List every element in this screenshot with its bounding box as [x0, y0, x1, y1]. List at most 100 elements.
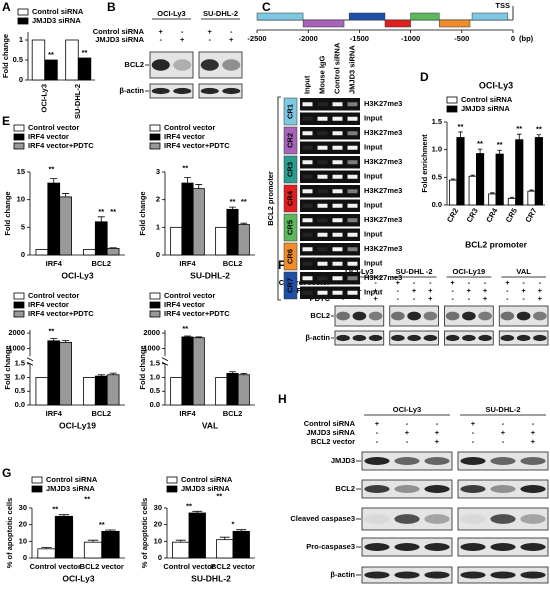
legend-swatch — [446, 105, 458, 113]
x-tick-label: BCL2 vector — [80, 562, 124, 571]
bar — [37, 548, 56, 559]
x-tick-label: IRF4 — [179, 409, 196, 418]
condition-sign: - — [413, 278, 416, 287]
condition-sign: - — [413, 294, 416, 303]
blot-band — [520, 514, 546, 524]
blot-band — [516, 311, 531, 321]
gel-lane-row — [300, 170, 360, 183]
legend-label: IRF4 vector — [164, 300, 205, 309]
promoter-region — [410, 12, 440, 21]
row-label: Input — [364, 143, 383, 152]
blot-panel — [149, 83, 194, 99]
x-tick-label: IRF4 — [46, 259, 63, 268]
gel-lane-row — [300, 257, 360, 270]
significance: ** — [186, 501, 192, 510]
condition-sign: + — [375, 419, 380, 428]
gel-band — [347, 203, 358, 208]
error-bar — [184, 177, 191, 184]
blot-band — [520, 457, 546, 465]
gel-band — [347, 247, 358, 252]
gel-band — [332, 174, 343, 179]
chart-title: OCI-Ly3 — [479, 80, 513, 90]
gel-band — [302, 160, 313, 165]
gel-band — [347, 160, 358, 165]
condition-sign: - — [436, 419, 439, 428]
legend-swatch — [13, 142, 25, 150]
blot-panel — [457, 479, 549, 499]
region-tag — [283, 213, 298, 242]
gel-lane-row — [300, 112, 360, 125]
legend-label: JMJD3 siRNA — [461, 104, 510, 113]
y-axis-label: Fold change — [138, 345, 147, 389]
axis-break — [161, 357, 169, 362]
row-label: H3K27me3 — [364, 99, 402, 108]
region-tag — [283, 184, 298, 213]
legend-label: Control siRNA — [181, 475, 233, 484]
blot-band — [151, 87, 170, 95]
error-bar — [529, 189, 534, 192]
blot-band — [364, 485, 390, 493]
gel-band — [302, 276, 313, 281]
blot-band — [424, 457, 450, 465]
legend-label: JMJD3 siRNA — [181, 484, 230, 493]
gel-band — [317, 218, 328, 223]
y-tick-label: 2000 — [143, 328, 160, 337]
gel-lane-row — [300, 127, 360, 140]
gel-band — [332, 290, 343, 295]
condition-sign: - — [532, 419, 535, 428]
error-bar — [105, 529, 116, 532]
gel-band — [347, 218, 358, 223]
blot-panel — [198, 83, 243, 99]
group-label: SU-DHL-2 — [203, 9, 238, 18]
bar — [83, 541, 103, 559]
condition-sign: + — [428, 294, 433, 303]
legend-swatch — [17, 17, 29, 25]
x-tick-label: CR2 — [445, 206, 460, 224]
x-axis-label: SU-DHL-2 — [191, 573, 231, 583]
condition-sign: - — [472, 437, 475, 446]
condition-sign: - — [506, 294, 509, 303]
protein-label: Cleaved caspase3 — [290, 514, 355, 523]
bar — [507, 197, 516, 206]
condition-sign: + — [428, 286, 433, 295]
column-label: JMJD3 siRNA — [347, 45, 356, 94]
legend-swatch — [13, 310, 25, 318]
promoter-region — [302, 19, 345, 28]
legend-swatch — [166, 476, 178, 484]
blot-band — [520, 543, 546, 551]
y-tick-label: 0 — [21, 250, 25, 259]
bar — [94, 221, 108, 256]
gel-band — [317, 131, 328, 136]
x-tick-label: OCI-Ly3 — [40, 84, 49, 112]
y-axis-label: Fold enrichment — [420, 134, 429, 193]
condition-sign: + — [467, 286, 472, 295]
error-bar — [490, 192, 495, 194]
x-tick-label: Control vector — [30, 562, 81, 571]
x-tick-label: IRF4 — [46, 409, 63, 418]
y-tick-label: 1.5 — [15, 359, 25, 368]
region-label: CR6 — [285, 249, 294, 264]
blot-band — [460, 543, 486, 551]
error-bar — [192, 510, 203, 513]
y-tick-label: 1000 — [143, 344, 160, 353]
group-label: SU-DHL-2 — [486, 405, 521, 414]
legend-label: JMJD3 siRNA — [32, 16, 81, 25]
gel-band — [302, 290, 313, 295]
y-tick-label: 0 — [19, 75, 23, 84]
condition-sign: + — [435, 428, 440, 437]
significance: ** — [52, 505, 58, 514]
row-label: H3K27me3 — [364, 157, 402, 166]
bar — [515, 139, 524, 206]
gel-lane-row — [300, 272, 360, 285]
gel-band — [317, 290, 328, 295]
promoter-region — [439, 19, 471, 28]
legend-label: IRF4 vector — [28, 132, 69, 141]
bar — [35, 249, 49, 256]
condition-sign: - — [502, 419, 505, 428]
gel-band — [302, 116, 313, 121]
legend-swatch — [149, 124, 161, 132]
axis-tick-label: -500 — [454, 34, 469, 43]
legend-label: Control vector — [28, 291, 79, 300]
gel-band — [347, 189, 358, 194]
bar — [232, 530, 250, 559]
